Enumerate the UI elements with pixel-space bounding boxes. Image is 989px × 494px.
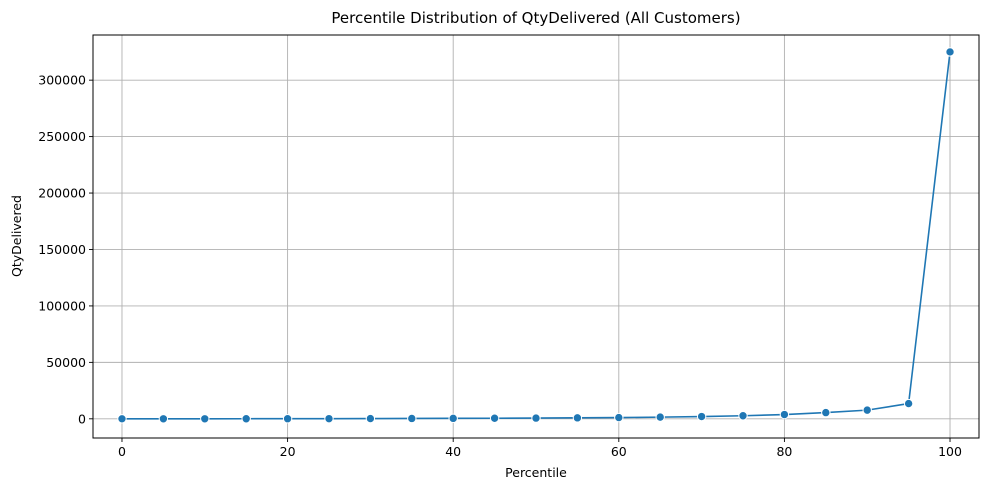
series-layer xyxy=(117,47,955,424)
chart-title: Percentile Distribution of QtyDelivered … xyxy=(331,9,740,27)
x-tick-label: 80 xyxy=(776,444,792,459)
y-tick-label: 200000 xyxy=(38,186,86,201)
data-point xyxy=(448,413,458,424)
y-tick-label: 300000 xyxy=(38,73,86,88)
y-tick-label: 250000 xyxy=(38,129,86,144)
data-point xyxy=(945,47,955,57)
data-point xyxy=(779,409,790,420)
data-point xyxy=(365,413,376,424)
x-axis-label: Percentile xyxy=(505,465,567,480)
x-tick-label: 20 xyxy=(280,444,296,459)
x-tick-label: 100 xyxy=(938,444,962,459)
x-tick-label: 40 xyxy=(445,444,461,459)
data-point xyxy=(200,414,210,424)
y-tick-label: 0 xyxy=(78,411,86,426)
data-point xyxy=(862,405,872,415)
y-axis-label: QtyDelivered xyxy=(9,195,24,277)
plot-frame xyxy=(92,34,980,439)
y-tick-label: 100000 xyxy=(38,298,86,313)
data-point xyxy=(158,414,169,424)
data-point xyxy=(696,411,707,422)
data-point xyxy=(655,412,665,422)
x-tick-label: 60 xyxy=(611,444,627,459)
grid-layer xyxy=(93,35,979,438)
data-point xyxy=(282,413,293,424)
ticks-layer: 0 20 40 60 80 100 0 50000 100000 150000 200000 2500… xyxy=(38,73,962,459)
y-tick-label: 50000 xyxy=(46,355,86,370)
data-point xyxy=(614,412,624,423)
data-point xyxy=(903,398,914,409)
y-tick-label: 150000 xyxy=(38,242,86,257)
data-point xyxy=(572,413,583,423)
data-point xyxy=(531,413,541,423)
data-point xyxy=(738,411,748,421)
data-point xyxy=(407,413,417,424)
data-point xyxy=(241,414,251,424)
data-point xyxy=(117,414,127,424)
data-point xyxy=(324,413,334,424)
x-tick-label: 0 xyxy=(118,444,126,459)
data-point xyxy=(821,407,831,418)
data-point xyxy=(489,413,500,423)
